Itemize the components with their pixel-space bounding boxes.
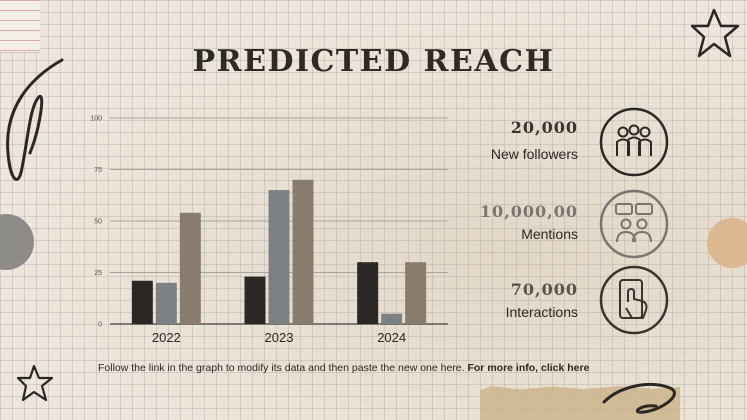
phone-tap-icon	[599, 265, 669, 335]
mentions-label: Mentions	[521, 226, 578, 242]
x-tick-label: 2022	[152, 330, 181, 345]
page-title: PREDICTED REACH	[192, 44, 555, 79]
bar	[244, 276, 266, 324]
star-icon	[690, 8, 740, 58]
y-tick-label: 100	[90, 116, 102, 123]
followers-label: New followers	[490, 146, 578, 162]
tan-circle-decoration	[707, 218, 747, 268]
followers-value: 20,000	[510, 118, 578, 137]
bar	[131, 280, 153, 324]
bar	[405, 262, 427, 324]
footer-text-block: Follow the link in the graph to modify i…	[98, 362, 589, 374]
x-tick-label: 2023	[265, 330, 294, 345]
x-tick-label: 2024	[377, 330, 406, 345]
users-group-icon	[599, 107, 669, 177]
bar	[381, 313, 403, 324]
footer-instruction: Follow the link in the graph to modify i…	[98, 362, 465, 374]
tape-strip-decoration	[480, 386, 680, 420]
bar	[292, 179, 314, 324]
mentions-value: 10,000,00	[479, 202, 578, 221]
y-tick-label: 75	[94, 167, 102, 174]
y-tick-label: 0	[98, 322, 102, 329]
bar	[357, 262, 379, 324]
bar	[268, 190, 290, 324]
bar-chart[interactable]: 0 25 50 75 100 2022 2023 2024	[88, 108, 458, 348]
bar	[155, 282, 177, 324]
chat-people-icon	[599, 189, 669, 259]
torn-note-paper	[0, 0, 40, 53]
y-tick-label: 50	[94, 219, 102, 226]
bar	[179, 212, 201, 324]
y-tick-label: 25	[94, 270, 102, 277]
interactions-label: Interactions	[505, 304, 578, 320]
swirl-decoration	[6, 58, 64, 182]
grey-circle-decoration	[0, 214, 34, 270]
interactions-value: 70,000	[510, 280, 578, 299]
swoosh-decoration	[602, 383, 676, 414]
more-info-link[interactable]: For more info, click here	[467, 362, 590, 374]
star-icon	[16, 364, 54, 402]
